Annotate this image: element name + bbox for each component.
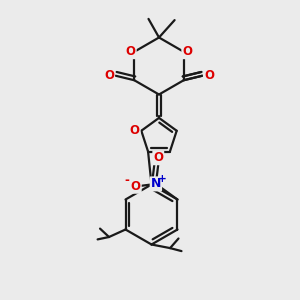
Text: O: O [130,124,140,137]
Text: N: N [151,177,161,190]
Text: +: + [158,173,167,184]
Text: O: O [204,69,214,82]
Text: -: - [124,174,129,188]
Text: O: O [104,69,114,82]
Text: O: O [126,45,136,58]
Text: O: O [131,180,141,193]
Text: O: O [182,45,192,58]
Text: O: O [153,151,163,164]
